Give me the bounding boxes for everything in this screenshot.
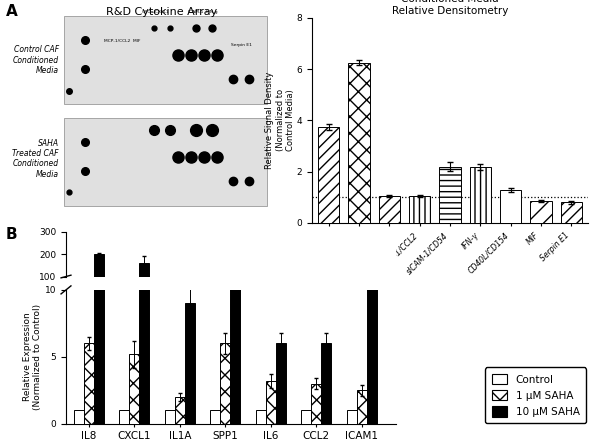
Text: SAHA
Treated CAF
Conditioned
Media: SAHA Treated CAF Conditioned Media xyxy=(13,139,59,179)
Bar xyxy=(64,17,268,104)
Bar xyxy=(379,196,400,223)
Bar xyxy=(84,297,94,299)
Bar xyxy=(230,0,241,424)
Bar xyxy=(165,410,175,424)
Bar xyxy=(301,410,311,424)
Bar xyxy=(74,410,84,424)
Bar xyxy=(357,390,367,424)
Bar xyxy=(357,298,367,299)
Bar xyxy=(185,303,195,424)
Bar xyxy=(409,196,430,223)
Bar xyxy=(322,343,331,424)
Text: MCP-1/CCL2  MIF: MCP-1/CCL2 MIF xyxy=(104,39,140,43)
Bar xyxy=(367,0,377,424)
Bar xyxy=(500,190,521,223)
Bar xyxy=(94,0,104,424)
Text: R&D Cytokine Array: R&D Cytokine Array xyxy=(106,7,218,17)
Bar xyxy=(311,298,322,299)
Bar xyxy=(470,167,491,223)
Bar xyxy=(129,354,139,424)
Bar xyxy=(230,291,241,299)
Text: Serpin E1: Serpin E1 xyxy=(230,43,251,47)
Bar xyxy=(439,167,461,223)
Bar xyxy=(311,384,322,424)
Bar xyxy=(220,343,230,424)
Text: Control CAF
Conditioned
Media: Control CAF Conditioned Media xyxy=(13,45,59,75)
Y-axis label: Relative Signal Density
(Normalized to
Control Media): Relative Signal Density (Normalized to C… xyxy=(265,72,295,169)
Bar xyxy=(266,298,276,299)
Bar xyxy=(561,202,582,223)
Y-axis label: Relative Expression
(Normalized to Control): Relative Expression (Normalized to Contr… xyxy=(23,304,42,410)
Title: SAHA Treated CAF
Conditioned Media
Relative Densitometry: SAHA Treated CAF Conditioned Media Relat… xyxy=(392,0,508,16)
Bar xyxy=(530,201,551,223)
Bar xyxy=(64,118,268,206)
Text: GROa/CXCL1: GROa/CXCL1 xyxy=(142,11,169,14)
Bar xyxy=(139,263,149,299)
Text: B: B xyxy=(6,227,17,243)
Bar xyxy=(322,297,331,299)
Bar xyxy=(276,343,286,424)
Bar xyxy=(139,0,149,424)
Bar xyxy=(347,410,357,424)
Text: ICAM-1  IFN-g: ICAM-1 IFN-g xyxy=(188,11,217,14)
Bar xyxy=(318,127,339,223)
Bar xyxy=(367,284,377,299)
Bar xyxy=(276,297,286,299)
Bar xyxy=(220,297,230,299)
Bar xyxy=(349,63,370,223)
Bar xyxy=(119,410,129,424)
Bar xyxy=(175,397,185,424)
Legend: Control, 1 μM SAHA, 10 μM SAHA: Control, 1 μM SAHA, 10 μM SAHA xyxy=(485,368,586,423)
Bar xyxy=(94,254,104,299)
Text: A: A xyxy=(6,4,18,20)
Bar xyxy=(185,297,195,299)
Bar xyxy=(256,410,266,424)
Bar xyxy=(266,381,276,424)
Bar xyxy=(210,410,220,424)
Bar xyxy=(84,343,94,424)
Bar xyxy=(129,297,139,299)
